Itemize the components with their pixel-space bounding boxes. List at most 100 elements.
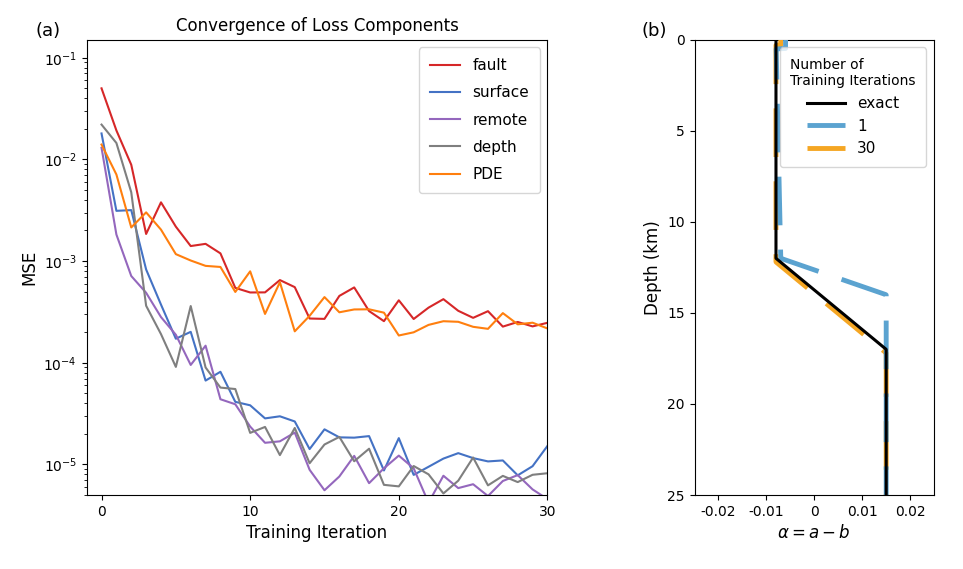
remote — [95, 145, 107, 151]
surface — [215, 368, 226, 375]
surface — [333, 434, 345, 441]
PDE — [170, 251, 182, 258]
depth — [512, 479, 524, 485]
surface — [437, 455, 449, 462]
1 — [880, 399, 892, 406]
fault — [245, 289, 256, 296]
depth — [274, 452, 286, 459]
PDE — [245, 268, 256, 275]
surface — [141, 266, 152, 273]
exact — [770, 36, 782, 43]
depth — [541, 470, 553, 477]
Line: 1: 1 — [776, 40, 886, 495]
fault — [319, 315, 330, 322]
fault — [155, 199, 167, 206]
remote — [408, 465, 420, 472]
fault — [141, 230, 152, 237]
remote — [363, 480, 375, 486]
fault — [333, 292, 345, 299]
remote — [215, 396, 226, 403]
X-axis label: Training Iteration: Training Iteration — [247, 524, 388, 542]
fault — [363, 308, 375, 315]
PDE — [333, 309, 345, 316]
Line: PDE: PDE — [101, 145, 547, 336]
30 — [775, 36, 787, 43]
fault — [199, 241, 211, 248]
1 — [880, 391, 892, 398]
depth — [467, 454, 479, 461]
surface — [111, 208, 122, 215]
PDE — [423, 321, 434, 328]
surface — [541, 443, 553, 450]
depth — [333, 434, 345, 440]
remote — [467, 481, 479, 488]
X-axis label: $\alpha = a - b$: $\alpha = a - b$ — [777, 524, 851, 542]
surface — [304, 446, 316, 452]
30 — [880, 399, 892, 406]
30 — [770, 237, 782, 244]
remote — [541, 496, 553, 502]
depth — [319, 441, 330, 448]
surface — [125, 207, 137, 213]
PDE — [378, 309, 390, 316]
fault — [378, 318, 390, 324]
fault — [185, 242, 196, 249]
remote — [512, 472, 524, 479]
surface — [363, 432, 375, 439]
Y-axis label: MSE: MSE — [20, 250, 38, 285]
PDE — [393, 332, 404, 339]
fault — [527, 323, 538, 330]
depth — [527, 471, 538, 478]
depth — [95, 121, 107, 128]
PDE — [125, 224, 137, 231]
PDE — [274, 279, 286, 286]
depth — [423, 471, 434, 478]
PDE — [512, 321, 524, 328]
depth — [125, 189, 137, 196]
PDE — [155, 226, 167, 233]
1 — [880, 349, 892, 356]
remote — [111, 231, 122, 238]
Line: depth: depth — [101, 125, 547, 493]
PDE — [229, 288, 241, 295]
depth — [482, 482, 494, 489]
remote — [229, 401, 241, 407]
remote — [482, 493, 494, 500]
surface — [185, 328, 196, 335]
depth — [304, 460, 316, 467]
PDE — [95, 141, 107, 148]
fault — [393, 297, 404, 304]
depth — [259, 423, 271, 430]
fault — [467, 315, 479, 321]
fault — [423, 304, 434, 311]
PDE — [363, 306, 375, 313]
fault — [349, 284, 360, 291]
surface — [453, 450, 464, 456]
exact — [880, 391, 892, 398]
surface — [229, 398, 241, 405]
surface — [393, 435, 404, 442]
PDE — [349, 306, 360, 313]
depth — [215, 384, 226, 391]
Text: (a): (a) — [36, 22, 61, 40]
PDE — [259, 311, 271, 318]
PDE — [185, 257, 196, 264]
remote — [527, 486, 538, 493]
exact — [880, 399, 892, 406]
PDE — [199, 262, 211, 269]
depth — [170, 364, 182, 370]
depth — [229, 386, 241, 393]
PDE — [289, 328, 300, 335]
1 — [774, 221, 786, 228]
fault — [497, 323, 508, 330]
remote — [319, 487, 330, 494]
PDE — [437, 318, 449, 325]
30 — [770, 221, 782, 228]
surface — [274, 413, 286, 420]
exact — [770, 221, 782, 228]
PDE — [215, 263, 226, 270]
surface — [497, 457, 508, 464]
remote — [453, 485, 464, 492]
surface — [349, 434, 360, 441]
fault — [437, 296, 449, 303]
